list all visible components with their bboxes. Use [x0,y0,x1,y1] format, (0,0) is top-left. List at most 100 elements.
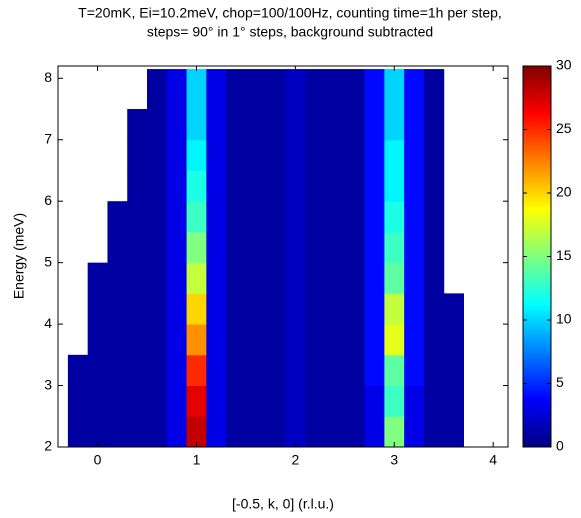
heat-cell [285,293,306,325]
colorbar-tick-label: 10 [556,311,572,327]
heat-cell [245,324,267,356]
heat-cell [384,139,405,171]
heat-cell [384,385,405,417]
heat-cell [423,293,445,325]
heat-cell [344,109,366,141]
heat-cell [384,293,405,325]
heat-cell [265,262,286,294]
heat-cell [186,324,207,356]
heat-cell [384,324,405,356]
heat-cell [443,293,464,325]
heat-cell [186,109,207,141]
colorbar-tick-label: 5 [556,374,564,390]
heat-cell [245,262,267,294]
heat-cell [127,354,148,387]
heat-cell [325,139,346,171]
x-tick-label: 2 [291,452,299,468]
heat-cell [344,262,366,294]
heat-cell [206,354,227,387]
heat-cell [226,139,247,171]
heat-cell [305,416,326,448]
chart-title: T=20mK, Ei=10.2meV, chop=100/100Hz, coun… [78,5,502,21]
heat-cell [423,201,445,233]
heat-cell [285,139,306,171]
heat-cell [404,262,425,294]
x-tick-label: 0 [94,452,102,468]
heat-cell [325,416,346,448]
heat-cell [404,170,425,202]
heat-cell [285,69,306,110]
heat-cell [305,293,326,325]
heat-cell [325,385,346,417]
y-tick-label: 5 [44,253,52,269]
heat-cell [384,170,405,202]
heat-cell [404,293,425,325]
heat-cell [206,231,227,264]
heat-cell [87,385,108,417]
heat-cell [166,201,188,233]
heat-cell [404,201,425,233]
heat-cell [226,69,247,110]
heat-cell [443,324,464,356]
heat-cell [325,354,346,387]
heat-cell [305,109,326,141]
heat-cell [206,262,227,294]
heat-cell [147,324,168,356]
y-axis-label: Energy (meV) [11,213,27,299]
heat-cell [127,262,148,294]
heat-cell [344,201,366,233]
y-tick-label: 7 [44,130,52,146]
heat-cell [107,354,128,387]
heat-cell [265,385,286,417]
heat-cell [87,354,108,387]
heat-cell [265,170,286,202]
heat-cell [186,293,207,325]
heat-cell [127,324,148,356]
heat-cell [384,262,405,294]
y-tick-label: 3 [44,376,52,392]
heat-cell [127,170,148,202]
heat-cell [404,231,425,264]
heat-cell [443,385,464,417]
heat-cell [206,201,227,233]
heat-cell [107,416,128,448]
heat-cell [423,231,445,264]
heat-cell [325,324,346,356]
heat-cell [443,416,464,448]
heat-cell [67,416,89,448]
heat-cell [107,293,128,325]
heat-cell [265,201,286,233]
heat-cell [384,201,405,233]
heat-cell [147,231,168,264]
heat-cell [344,170,366,202]
heat-cell [206,293,227,325]
heat-cell [127,109,148,141]
heat-cell [166,293,188,325]
heat-cell [344,324,366,356]
heat-cell [364,231,385,264]
heat-cell [206,69,227,110]
heat-cell [404,139,425,171]
y-tick-label: 4 [44,315,52,331]
heat-cell [245,385,267,417]
heat-cell [344,385,366,417]
heat-cell [186,262,207,294]
heat-cell [265,293,286,325]
heat-cell [147,262,168,294]
heat-cell [245,231,267,264]
heat-cell [384,109,405,141]
heat-cell [186,139,207,171]
heat-cell [265,109,286,141]
colorbar-tick-label: 15 [556,247,572,263]
heat-cell [265,416,286,448]
heat-cell [384,231,405,264]
heat-cell [87,416,108,448]
heat-cell [344,354,366,387]
heat-cell [285,385,306,417]
heat-cell [107,262,128,294]
x-tick-label: 4 [489,452,497,468]
heat-cell [226,109,247,141]
heat-cell [226,170,247,202]
heat-cell [245,201,267,233]
heat-cell [147,69,168,110]
